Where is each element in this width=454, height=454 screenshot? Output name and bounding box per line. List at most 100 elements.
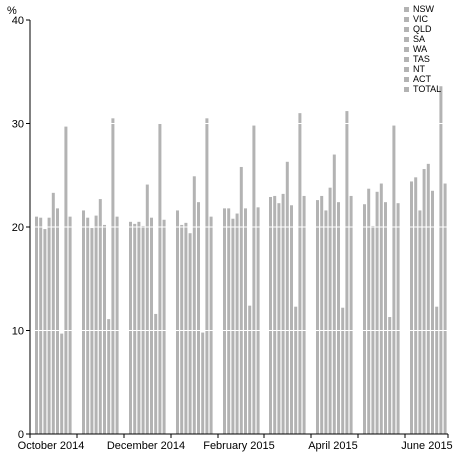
bar-tas bbox=[197, 202, 200, 434]
bar-wa bbox=[239, 166, 243, 434]
bar-nsw bbox=[223, 208, 226, 434]
bar-sa bbox=[47, 217, 51, 434]
bar-vic bbox=[227, 208, 231, 434]
bar-act bbox=[205, 118, 209, 434]
bars-layer bbox=[35, 86, 447, 435]
legend-swatch bbox=[404, 27, 409, 32]
y-tick-label: 40 bbox=[12, 15, 24, 27]
gridlines bbox=[30, 19, 448, 331]
bar-group bbox=[176, 118, 213, 435]
bar-qld bbox=[137, 221, 141, 434]
bar-vic bbox=[367, 188, 371, 434]
bar-vic bbox=[414, 177, 418, 434]
bar-qld bbox=[43, 229, 47, 434]
bar-total bbox=[256, 207, 260, 434]
legend-label: SA bbox=[413, 34, 425, 44]
bar-total bbox=[162, 219, 166, 434]
bar-group bbox=[129, 123, 166, 434]
bar-sa bbox=[188, 233, 192, 434]
bar-group bbox=[223, 125, 260, 434]
bar-vic bbox=[320, 195, 324, 434]
bar-act bbox=[345, 111, 349, 434]
bar-nsw bbox=[82, 210, 85, 434]
legend-label: ACT bbox=[413, 74, 432, 84]
legend-label: QLD bbox=[413, 24, 432, 34]
bar-tas bbox=[244, 208, 247, 434]
bar-total bbox=[115, 216, 119, 434]
bar-tas bbox=[431, 190, 434, 434]
bar-nt bbox=[341, 307, 345, 434]
bar-wa bbox=[285, 161, 289, 435]
bar-nt bbox=[60, 333, 64, 434]
legend-swatch bbox=[404, 87, 409, 92]
bar-qld bbox=[418, 210, 422, 434]
bar-group bbox=[269, 113, 306, 435]
bar-nt bbox=[248, 305, 252, 434]
bar-vic bbox=[273, 195, 277, 434]
bar-wa bbox=[192, 176, 196, 435]
legend-item-vic: VIC bbox=[404, 14, 429, 24]
bar-nt bbox=[294, 306, 298, 434]
bar-group bbox=[316, 111, 353, 435]
y-tick-label: 30 bbox=[12, 119, 24, 131]
x-tick-label: October 2014 bbox=[18, 440, 85, 452]
bar-sa bbox=[94, 215, 98, 434]
x-tick-label: December 2014 bbox=[107, 440, 185, 452]
bar-qld bbox=[324, 210, 328, 434]
bar-sa bbox=[281, 193, 285, 434]
legend-item-tas: TAS bbox=[404, 54, 430, 64]
bar-wa bbox=[98, 199, 102, 434]
bar-act bbox=[439, 86, 443, 435]
bar-sa bbox=[141, 225, 145, 434]
bar-tas bbox=[384, 202, 387, 434]
bar-sa bbox=[235, 213, 239, 434]
legend-swatch bbox=[404, 17, 409, 22]
bar-nt bbox=[388, 317, 392, 434]
bar-total bbox=[209, 216, 213, 434]
bar-act bbox=[252, 125, 256, 434]
bar-act bbox=[111, 118, 115, 434]
bar-vic bbox=[180, 224, 184, 434]
x-tick-label: April 2015 bbox=[308, 440, 358, 452]
legend-item-nt: NT bbox=[404, 64, 425, 74]
bar-nt bbox=[107, 319, 111, 434]
bar-nsw bbox=[129, 221, 132, 434]
bar-nt bbox=[435, 306, 439, 434]
bar-tas bbox=[56, 208, 59, 434]
legend-swatch bbox=[404, 67, 409, 72]
bar-group bbox=[82, 118, 119, 434]
bar-nsw bbox=[269, 196, 272, 434]
bar-nsw bbox=[363, 204, 366, 434]
bar-nsw bbox=[176, 210, 179, 434]
y-tick-label: 20 bbox=[12, 222, 24, 234]
bar-nsw bbox=[35, 216, 38, 434]
legend-swatch bbox=[404, 47, 409, 52]
legend-swatch bbox=[404, 37, 409, 42]
legend-swatch bbox=[404, 57, 409, 62]
bar-wa bbox=[379, 183, 383, 434]
bar-vic bbox=[39, 217, 43, 434]
x-tick-label: June 2015 bbox=[401, 440, 452, 452]
bar-group bbox=[35, 126, 72, 435]
bar-nsw bbox=[316, 200, 319, 434]
legend-item-total: TOTAL bbox=[404, 84, 441, 94]
legend-label: NT bbox=[413, 64, 425, 74]
legend-swatch bbox=[404, 77, 409, 82]
bar-sa bbox=[328, 187, 332, 434]
bar-tas bbox=[150, 217, 153, 434]
bar-sa bbox=[375, 191, 379, 434]
legend-item-wa: WA bbox=[404, 44, 427, 54]
bar-act bbox=[158, 123, 162, 434]
bar-nsw bbox=[410, 181, 413, 434]
bar-act bbox=[298, 113, 302, 435]
bar-nt bbox=[154, 313, 158, 434]
bar-tas bbox=[337, 202, 340, 434]
axes: 0 10 20 30 40 October 2014 December 2014 Februa… bbox=[12, 15, 453, 452]
bar-total bbox=[68, 216, 72, 434]
bar-wa bbox=[51, 192, 55, 434]
legend-label: WA bbox=[413, 44, 427, 54]
legend-item-qld: QLD bbox=[404, 24, 432, 34]
